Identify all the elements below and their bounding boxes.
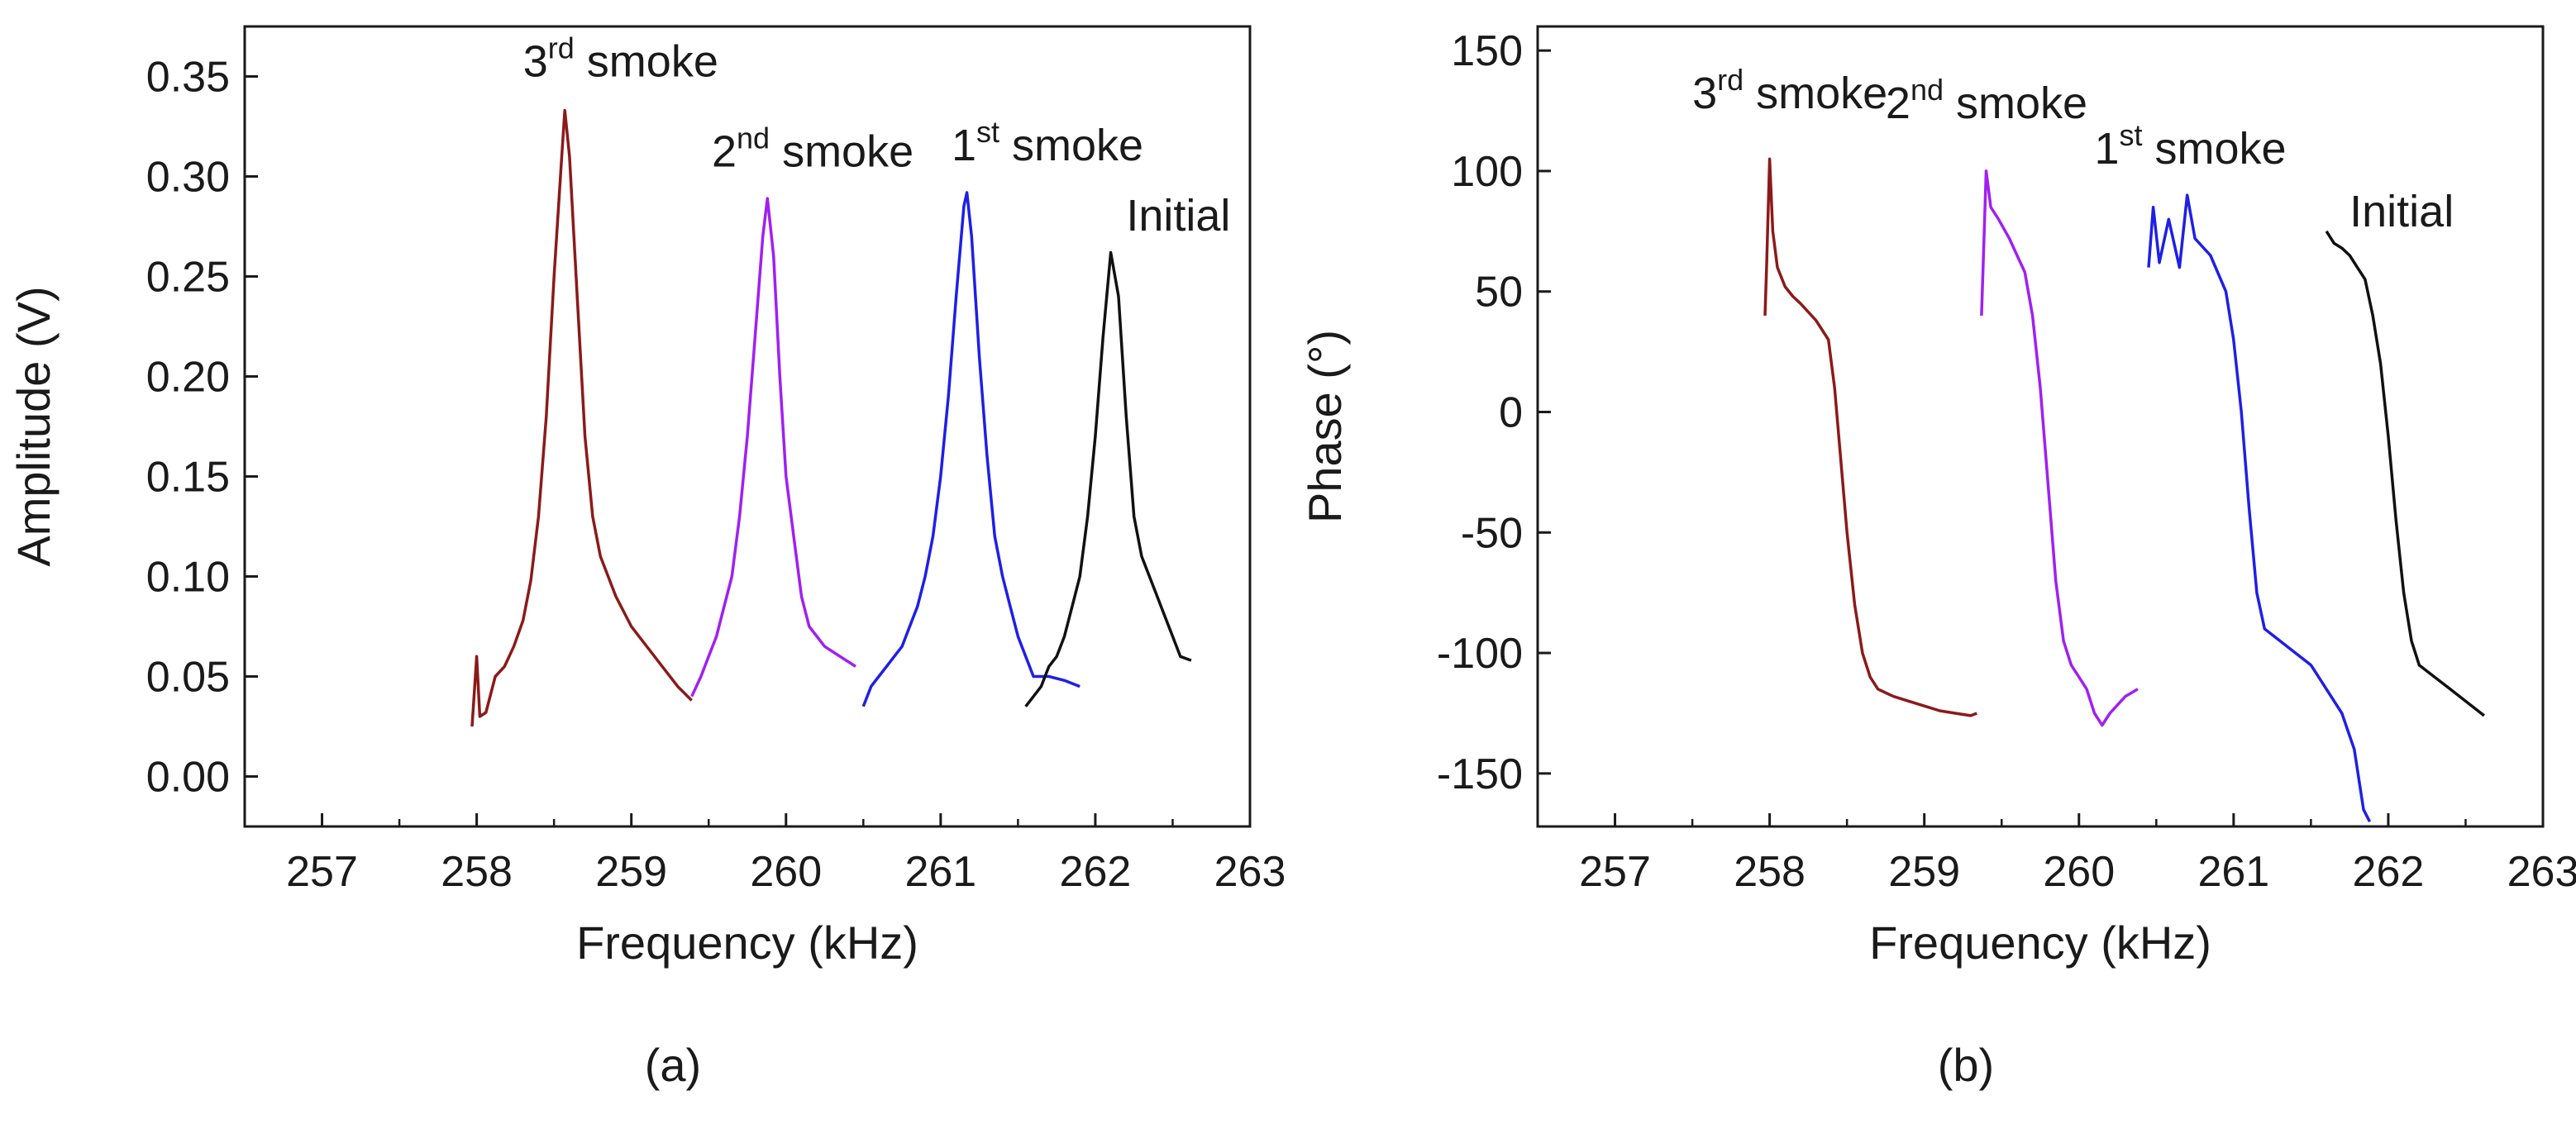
amplitude-y-tick-label: 0.15 <box>146 454 230 502</box>
phase-series-label-3rd-smoke: 3rd smoke <box>1692 63 1887 118</box>
amplitude-series-label-2nd-smoke: 2nd smoke <box>712 121 914 176</box>
phase-series-label-initial: Initial <box>2349 187 2454 236</box>
amplitude-series-label-3rd-smoke: 3rd smoke <box>523 31 718 87</box>
phase-x-tick-label: 257 <box>1579 848 1651 896</box>
amplitude-x-tick-label: 261 <box>904 848 976 896</box>
amplitude-panel-label: (a) <box>645 1039 701 1091</box>
phase-x-tick-label: 258 <box>1734 848 1806 896</box>
amplitude-x-tick-label: 263 <box>1214 848 1286 896</box>
phase-x-tick-label: 262 <box>2353 848 2425 896</box>
amplitude-y-tick-label: 0.10 <box>146 554 230 602</box>
phase-panel-label: (b) <box>1938 1039 1994 1091</box>
amplitude-series-3rd-smoke <box>470 108 693 727</box>
amplitude-x-tick-label: 258 <box>441 848 513 896</box>
phase-x-axis-title: Frequency (kHz) <box>1869 917 2211 969</box>
phase-series-3rd-smoke <box>1763 157 1977 717</box>
phase-y-tick-label: -100 <box>1437 630 1523 678</box>
amplitude-y-tick-label: 0.20 <box>146 354 230 402</box>
amplitude-x-tick-label: 262 <box>1060 848 1132 896</box>
phase-y-tick-label: -50 <box>1461 509 1523 557</box>
amplitude-series-initial <box>1024 250 1192 707</box>
phase-x-tick-label: 259 <box>1888 848 1960 896</box>
amplitude-series-2nd-smoke <box>690 197 856 698</box>
amplitude-panel: 257 258 259 260 261 262 263 0.00 0.05 0.10 0.15 0.2… <box>7 25 1286 1091</box>
phase-y-axis-title: Phase (°) <box>1299 330 1351 523</box>
amplitude-y-tick-label: 0.25 <box>146 254 230 302</box>
amplitude-series-label-1st-smoke: 1st smoke <box>952 115 1143 170</box>
phase-y-tick-label: 0 <box>1499 389 1523 437</box>
amplitude-series-label-initial: Initial <box>1126 191 1230 241</box>
phase-plot-frame <box>1536 25 2545 828</box>
amplitude-x-tick-label: 259 <box>595 848 667 896</box>
phase-x-tick-label: 260 <box>2043 848 2115 896</box>
amplitude-x-tick-label: 260 <box>750 848 822 896</box>
amplitude-x-axis-title: Frequency (kHz) <box>576 917 918 969</box>
phase-series-initial <box>2325 230 2485 717</box>
phase-x-tick-label: 263 <box>2507 848 2576 896</box>
phase-y-tick-label: -150 <box>1437 750 1523 798</box>
phase-panel: 257 258 259 260 261 262 263 -150 -100 -50 0 50 100 15… <box>1299 25 2576 1091</box>
phase-x-tick-label: 261 <box>2197 848 2269 896</box>
amplitude-series-1st-smoke <box>861 191 1080 707</box>
amplitude-y-axis-title: Amplitude (V) <box>7 286 60 566</box>
amplitude-y-tick-label: 0.00 <box>146 754 230 802</box>
phase-series-label-1st-smoke: 1st smoke <box>2094 118 2286 174</box>
phase-series-1st-smoke <box>2147 193 2372 822</box>
phase-y-tick-label: 50 <box>1475 269 1523 317</box>
amplitude-y-tick-label: 0.05 <box>146 654 230 702</box>
phase-series-2nd-smoke <box>1980 169 2139 727</box>
amplitude-y-tick-label: 0.30 <box>146 154 230 202</box>
amplitude-y-tick-label: 0.35 <box>146 54 230 102</box>
amplitude-x-tick-label: 257 <box>286 848 358 896</box>
phase-y-tick-label: 150 <box>1451 27 1523 75</box>
phase-series-label-2nd-smoke: 2nd smoke <box>1886 73 2087 128</box>
phase-y-tick-label: 100 <box>1451 148 1523 196</box>
amplitude-plot-frame <box>243 25 1252 828</box>
